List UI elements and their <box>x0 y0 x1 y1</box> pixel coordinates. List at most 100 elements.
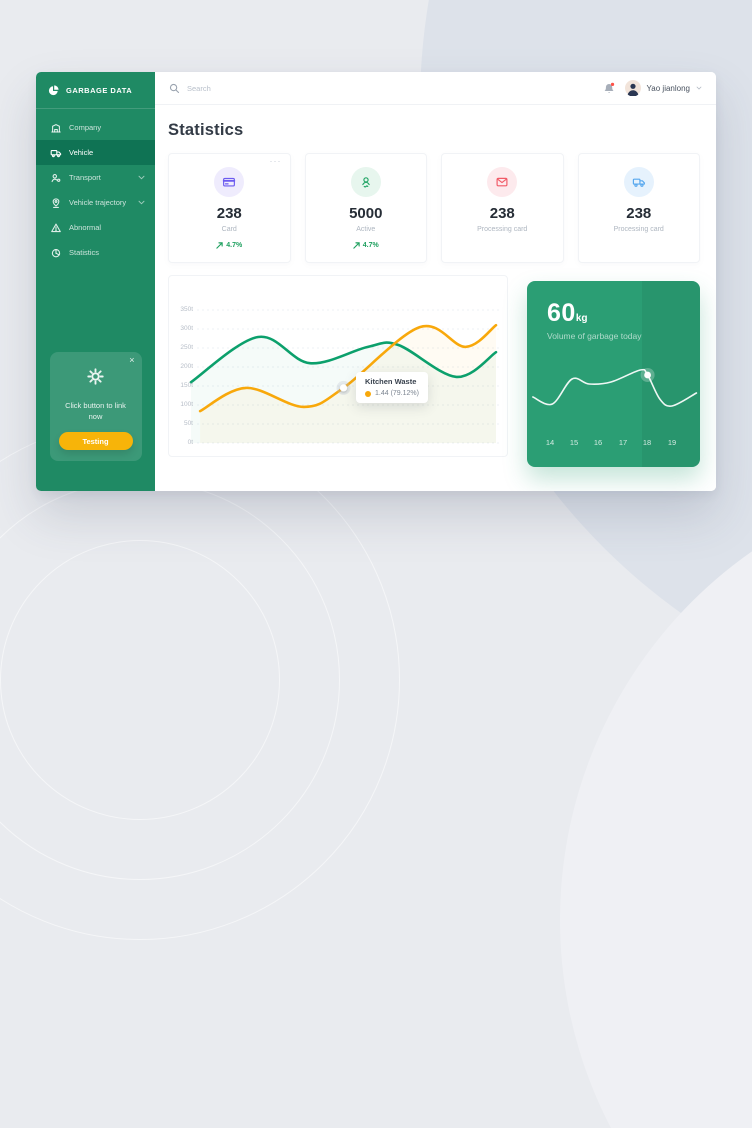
search-box <box>169 83 367 94</box>
mini-line-chart <box>532 368 698 407</box>
y-axis-tick: 250t <box>180 344 193 351</box>
stat-label: Processing card <box>477 226 528 233</box>
highlight-band <box>642 281 700 467</box>
volume-unit: kg <box>575 313 588 324</box>
marker-dot <box>339 384 348 392</box>
user-name: Yao jianlong <box>646 83 690 93</box>
volume-headline: 60kg <box>547 299 587 328</box>
search-input[interactable] <box>187 83 367 93</box>
pie-chart-icon <box>51 248 61 257</box>
marker-dot <box>644 371 651 379</box>
stat-label: Active <box>356 226 376 233</box>
sidebar: GARBAGE DATA Company Vehicle <box>36 72 155 491</box>
promo-message: Click button to link now <box>65 400 126 422</box>
user-menu[interactable]: Yao jianlong <box>624 80 702 96</box>
warning-triangle-icon <box>51 223 61 232</box>
hour-tick-17[interactable]: 17 <box>618 438 628 447</box>
sidebar-item-label: Abnormal <box>69 223 102 232</box>
stat-value: 238 <box>216 205 242 222</box>
stat-trend: 4.7% <box>306 242 427 249</box>
y-axis-tick: 300t <box>180 325 193 332</box>
sidebar-item-label: Statistics <box>69 248 100 257</box>
main-area: Yao jianlong Statistics ··· 238 Card <box>155 72 716 491</box>
divider <box>36 108 155 109</box>
topbar-right: Yao jianlong <box>603 80 702 96</box>
y-axis-tick: 200t <box>180 363 193 370</box>
building-icon <box>51 123 61 133</box>
active-user-icon <box>350 167 381 197</box>
hour-tick-15[interactable]: 15 <box>569 438 579 447</box>
y-axis-tick: 100t <box>180 401 193 408</box>
sidebar-item-label: Vehicle trajectory <box>69 198 127 207</box>
brand-logo-row: GARBAGE DATA <box>36 72 155 108</box>
topbar: Yao jianlong <box>155 72 716 105</box>
avatar <box>624 80 641 96</box>
stat-trend: 4.7% <box>169 242 290 249</box>
sidebar-item-label: Transport <box>69 173 101 182</box>
garbage-trend-chart-card: 350t 300t 250t 200t 150t 100t 50t 0t <box>168 275 508 457</box>
background-decoration-ring <box>0 540 280 820</box>
search-icon <box>169 83 180 93</box>
map-pin-icon <box>52 197 60 208</box>
charts-row: 350t 300t 250t 200t 150t 100t 50t 0t <box>168 275 700 467</box>
sidebar-promo-card: × Click button to link now Testing <box>49 351 142 461</box>
stat-cards-row: ··· 238 Card 4.7% <box>168 153 700 263</box>
trend-up-icon <box>216 242 223 249</box>
sidebar-item-transport[interactable]: Transport <box>36 165 155 190</box>
sidebar-item-label: Vehicle <box>69 148 94 157</box>
trend-up-icon <box>353 242 360 249</box>
sidebar-item-statistics[interactable]: Statistics <box>36 240 155 265</box>
hour-tick-19[interactable]: 19 <box>667 438 677 447</box>
stat-card-card: ··· 238 Card 4.7% <box>168 153 291 263</box>
chevron-down-icon <box>696 86 702 90</box>
sidebar-item-vehicle[interactable]: Vehicle <box>36 140 155 165</box>
sidebar-item-company[interactable]: Company <box>36 115 155 140</box>
y-axis-tick: 0t <box>187 439 193 446</box>
brand-name: GARBAGE DATA <box>66 86 133 95</box>
chevron-down-icon <box>138 175 145 180</box>
tooltip-series-dot <box>365 390 371 397</box>
chart-tooltip: Kitchen Waste 1.44 (79.12%) <box>356 372 428 403</box>
notification-bell-icon[interactable] <box>603 82 616 95</box>
sidebar-item-abnormal[interactable]: Abnormal <box>36 215 155 240</box>
stat-label: Processing card <box>613 226 664 233</box>
page-content: Statistics ··· 238 Card 4.7% <box>155 105 716 467</box>
person-icon <box>51 173 61 182</box>
stat-card-processing-mail: 238 Processing card <box>441 153 564 263</box>
page-title: Statistics <box>168 121 244 139</box>
stat-value: 5000 <box>349 205 383 222</box>
chevron-down-icon <box>138 200 145 205</box>
gear-icon <box>87 368 104 385</box>
hour-tick-14[interactable]: 14 <box>545 438 555 447</box>
stat-label: Card <box>221 226 237 233</box>
tooltip-title: Kitchen Waste <box>365 377 417 386</box>
hour-tick-18[interactable]: 18 <box>642 438 652 447</box>
sidebar-item-vehicle-trajectory[interactable]: Vehicle trajectory <box>36 190 155 215</box>
volume-value: 60 <box>547 299 576 327</box>
sidebar-nav: Company Vehicle Transport <box>36 115 155 265</box>
y-axis-tick: 350t <box>180 306 193 313</box>
series-yellow-area <box>200 325 496 443</box>
credit-card-icon <box>214 167 245 197</box>
series-green-line <box>189 335 498 384</box>
stat-value: 238 <box>626 205 652 222</box>
hour-tick-16[interactable]: 16 <box>593 438 603 447</box>
close-icon[interactable]: × <box>129 354 135 365</box>
volume-today-card: 60kg Volume of garbage today 14 15 16 17… <box>527 281 700 467</box>
stat-card-processing-truck: 238 Processing card <box>577 153 700 263</box>
line-chart <box>189 309 499 444</box>
y-axis-tick: 150t <box>180 382 193 389</box>
stat-value: 238 <box>489 205 515 222</box>
card-menu-icon[interactable]: ··· <box>269 156 282 166</box>
truck-icon <box>50 149 62 157</box>
mail-icon <box>487 167 518 197</box>
notification-dot <box>610 82 614 86</box>
truck-icon <box>623 167 654 197</box>
testing-button[interactable]: Testing <box>58 432 133 450</box>
volume-subtitle: Volume of garbage today <box>547 331 642 341</box>
sidebar-item-label: Company <box>69 123 102 132</box>
app-window: GARBAGE DATA Company Vehicle <box>36 72 716 491</box>
tooltip-value: 1.44 (79.12%) <box>375 390 419 397</box>
pie-chart-logo-icon <box>48 85 59 96</box>
y-axis-tick: 50t <box>183 420 193 427</box>
